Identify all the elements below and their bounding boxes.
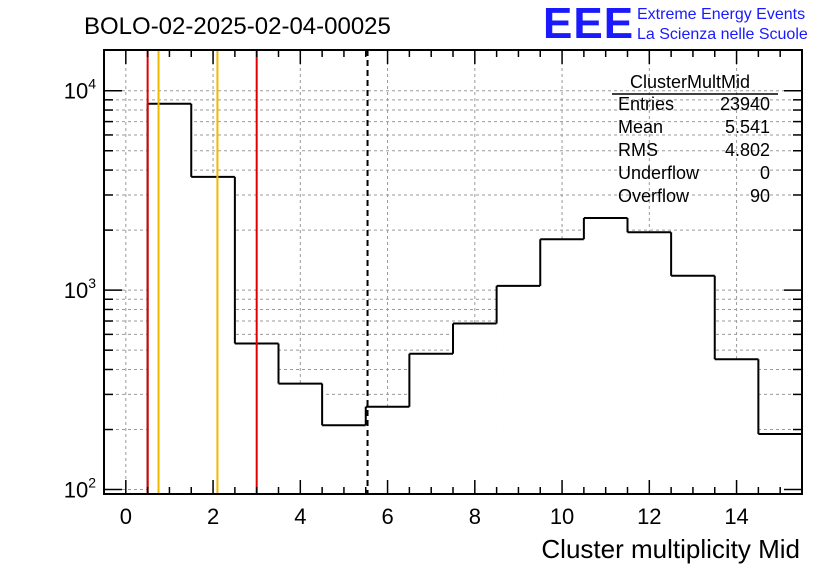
histogram-bar bbox=[147, 103, 192, 495]
x-tick-label: 12 bbox=[637, 504, 661, 529]
x-tick-label: 8 bbox=[469, 504, 481, 529]
histogram-bar bbox=[278, 383, 323, 494]
histogram-bar bbox=[714, 359, 759, 494]
stats-rows: Entries 23940 Mean 5.541 RMS 4.802 Underflow 0 O… bbox=[618, 94, 770, 206]
stats-row-label: Overflow bbox=[618, 186, 690, 206]
x-tick-label: 14 bbox=[724, 504, 748, 529]
chart-title: BOLO-02-2025-02-04-00025 bbox=[84, 13, 391, 40]
x-tick-label: 4 bbox=[294, 504, 306, 529]
stats-row-label: Entries bbox=[618, 94, 674, 114]
stats-box: ClusterMultMid Entries 23940 Mean 5.541 RMS 4… bbox=[612, 72, 778, 206]
axes: 0 2 4 6 8 10 12 14 102 103 104 bbox=[64, 50, 803, 529]
y-tick-label: 103 bbox=[64, 275, 96, 303]
histogram-bar bbox=[365, 406, 410, 494]
x-axis-label: Cluster multiplicity Mid bbox=[541, 534, 800, 564]
stats-row-label: Mean bbox=[618, 117, 663, 137]
stats-row-value: 5.541 bbox=[725, 117, 770, 137]
histogram-bar bbox=[322, 425, 366, 494]
histogram-bar bbox=[540, 239, 584, 494]
stats-row-value: 4.802 bbox=[725, 140, 770, 160]
logo-line-2: La Scienza nelle Scuole bbox=[637, 26, 808, 43]
histogram-bar bbox=[409, 353, 453, 494]
x-tick-label: 0 bbox=[120, 504, 132, 529]
histogram-bar bbox=[191, 176, 235, 495]
marker-lines bbox=[146, 50, 369, 494]
histogram-bar bbox=[627, 232, 672, 494]
stats-row-label: RMS bbox=[618, 140, 658, 160]
y-tick-label: 102 bbox=[64, 475, 96, 503]
histogram-bar bbox=[496, 285, 541, 494]
histogram-bars bbox=[146, 102, 803, 495]
x-tick-label: 6 bbox=[381, 504, 393, 529]
logo-mark: EEE bbox=[543, 0, 634, 48]
y-tick-label: 104 bbox=[64, 76, 96, 104]
stats-row-label: Underflow bbox=[618, 163, 700, 183]
histogram-bar bbox=[671, 275, 715, 494]
stats-row-value: 0 bbox=[760, 163, 770, 183]
stats-row-value: 90 bbox=[750, 186, 770, 206]
histogram-bar bbox=[453, 323, 497, 494]
histogram-bar bbox=[583, 217, 628, 495]
stats-row-value: 23940 bbox=[720, 94, 770, 114]
x-tick-label: 10 bbox=[550, 504, 574, 529]
eee-logo: EEE Extreme Energy Events La Scienza nel… bbox=[543, 0, 808, 48]
histogram-bar bbox=[758, 433, 802, 494]
logo-line-1: Extreme Energy Events bbox=[637, 6, 805, 23]
x-tick-label: 2 bbox=[207, 504, 219, 529]
stats-title: ClusterMultMid bbox=[630, 72, 750, 92]
